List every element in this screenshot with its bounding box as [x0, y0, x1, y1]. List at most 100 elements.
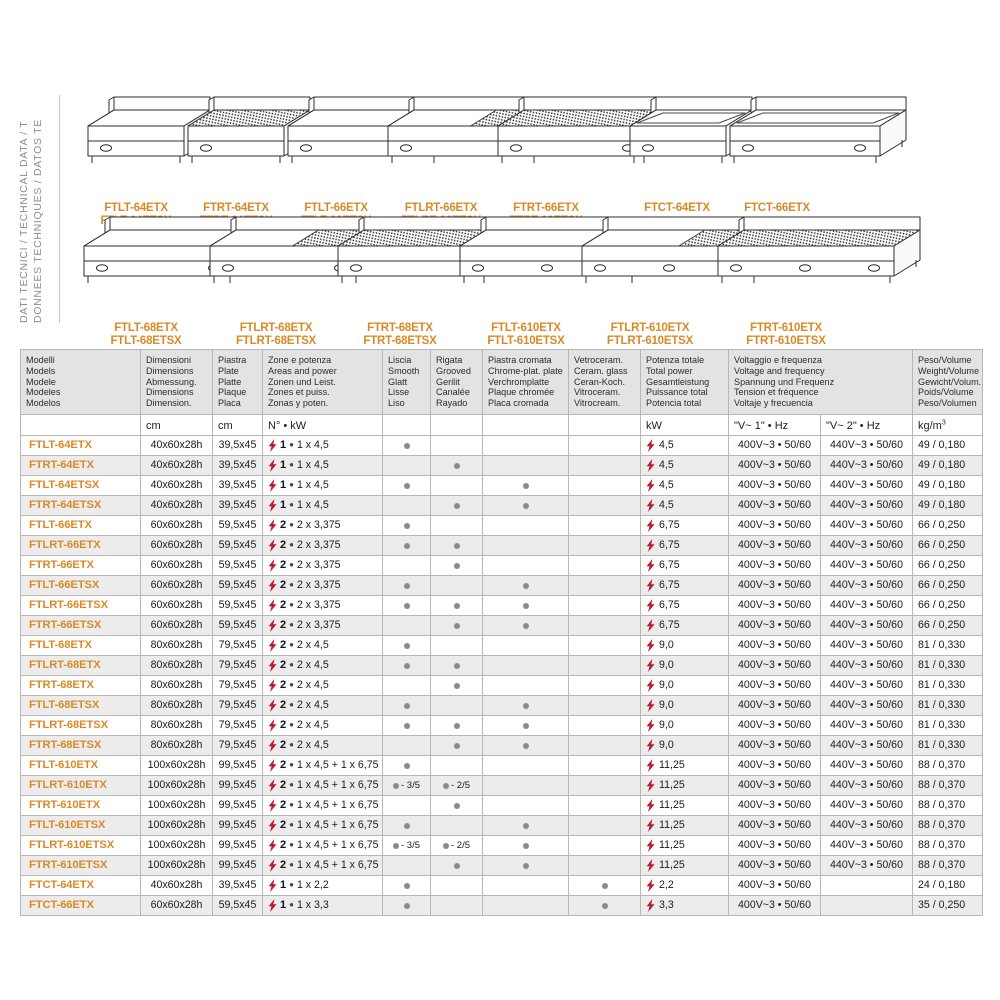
cell-model[interactable]: FTLT-66ETX [20, 514, 141, 536]
cell-model[interactable]: FTRT-66ETX [20, 554, 141, 576]
product-code[interactable]: FTLRT-68ETSX [235, 334, 317, 347]
caption-divider [59, 95, 60, 323]
column-header-smooth: Liscia Smooth Glatt Lisse Liso [382, 349, 431, 415]
table-row[interactable]: FTRT-68ETX 80x60x28h 79,5x45 2 ● 2 x 4,5 9,0… [20, 674, 983, 696]
table-row[interactable]: FTRT-68ETSX 80x60x28h 79,5x45 2 ● 2 x 4,5 9,… [20, 734, 983, 756]
product-code[interactable]: FTRT-610ETSX [746, 334, 826, 347]
cell-smooth-marker [382, 594, 431, 616]
cell-smooth-marker [382, 694, 431, 716]
table-row[interactable]: FTCT-66ETX 60x60x28h 59,5x45 1 ● 1 x 3,3 3,3… [20, 894, 983, 916]
cell-model[interactable]: FTRT-64ETX [20, 454, 141, 476]
cell-model[interactable]: FTLT-610ETX [20, 754, 141, 776]
header-language-line: Zones et puiss. [268, 387, 330, 398]
cell-model[interactable]: FTRT-66ETSX [20, 614, 141, 636]
product-code[interactable]: FTLT-610ETX [491, 322, 561, 334]
cell-chrome-marker [482, 534, 569, 556]
table-row[interactable]: FTRT-66ETX 60x60x28h 59,5x45 2 ● 2 x 3,375 6… [20, 554, 983, 576]
product-code[interactable]: FTLT-610ETSX [487, 334, 565, 347]
table-row[interactable]: FTLRT-66ETSX 60x60x28h 59,5x45 2 ● 2 x 3,375… [20, 594, 983, 616]
cell-model[interactable]: FTLT-64ETX [20, 434, 141, 456]
cell-model[interactable]: FTRT-68ETX [20, 674, 141, 696]
zone-count: 2 [280, 599, 287, 612]
table-row[interactable]: FTLRT-610ETX 100x60x28h 99,5x45 2 ● 1 x 4,5 … [20, 774, 983, 796]
product-code[interactable]: FTLT-66ETX [304, 202, 368, 214]
cell-ceramic-marker [568, 714, 641, 736]
cell-voltage-1: 400V~3 • 50/60 [728, 614, 821, 636]
bullet-separator-icon: ● [289, 579, 294, 589]
cell-model[interactable]: FTLRT-66ETX [20, 534, 141, 556]
cell-dimensions: 80x60x28h [140, 634, 213, 656]
header-language-line: Potencia total [646, 398, 702, 409]
table-row[interactable]: FTLT-610ETX 100x60x28h 99,5x45 2 ● 1 x 4,5 +… [20, 754, 983, 776]
cell-model[interactable]: FTLRT-610ETX [20, 774, 141, 796]
product-code[interactable]: FTLRT-610ETX [610, 322, 690, 334]
cell-model[interactable]: FTRT-64ETSX [20, 494, 141, 516]
zone-power-value: 2 x 4,5 [296, 679, 329, 692]
table-row[interactable]: FTLT-610ETSX 100x60x28h 99,5x45 2 ● 1 x 4,5 … [20, 814, 983, 836]
cell-model[interactable]: FTLRT-68ETSX [20, 714, 141, 736]
cell-ceramic-marker [568, 534, 641, 556]
table-row[interactable]: FTLRT-610ETSX 100x60x28h 99,5x45 2 ● 1 x 4,5… [20, 834, 983, 856]
zone-count: 1 [280, 439, 287, 452]
cell-model[interactable]: FTLT-610ETSX [20, 814, 141, 836]
total-power-value: 9,0 [659, 739, 674, 752]
zone-power-value: 1 x 4,5 + 1 x 6,75 [296, 759, 379, 772]
griddle-illustration-icon [380, 96, 565, 200]
cell-dimensions: 60x60x28h [140, 554, 213, 576]
cell-dimensions: 80x60x28h [140, 734, 213, 756]
cell-dimensions: 80x60x28h [140, 714, 213, 736]
cell-model[interactable]: FTCT-66ETX [20, 894, 141, 916]
cell-model[interactable]: FTCT-64ETX [20, 874, 141, 896]
product-code[interactable]: FTRT-68ETX [367, 322, 433, 334]
cell-model[interactable]: FTLT-64ETSX [20, 474, 141, 496]
table-row[interactable]: FTLT-64ETX 40x60x28h 39,5x45 1 ● 1 x 4,5 4,5… [20, 434, 983, 456]
header-language-line: Vitrocream. [574, 398, 621, 409]
cell-total-power: 9,0 [640, 674, 729, 696]
product-code[interactable]: FTLRT-68ETX [239, 322, 313, 334]
cell-plate-size: 59,5x45 [212, 514, 263, 536]
product-code[interactable]: FTRT-68ETSX [363, 334, 437, 347]
product-code[interactable]: FTLT-64ETX [104, 202, 168, 214]
table-row[interactable]: FTLT-66ETX 60x60x28h 59,5x45 2 ● 2 x 3,375 6… [20, 514, 983, 536]
table-row[interactable]: FTLT-68ETX 80x60x28h 79,5x45 2 ● 2 x 4,5 9,0… [20, 634, 983, 656]
table-row[interactable]: FTLRT-68ETSX 80x60x28h 79,5x45 2 ● 2 x 4,5 9… [20, 714, 983, 736]
product-code[interactable]: FTLRT-66ETX [404, 202, 478, 214]
cell-model[interactable]: FTLT-66ETSX [20, 574, 141, 596]
table-row[interactable]: FTLRT-66ETX 60x60x28h 59,5x45 2 ● 2 x 3,375 … [20, 534, 983, 556]
table-row[interactable]: FTRT-610ETX 100x60x28h 99,5x45 2 ● 1 x 4,5 +… [20, 794, 983, 816]
cell-model[interactable]: FTLRT-66ETSX [20, 594, 141, 616]
product-code[interactable]: FTLRT-610ETSX [606, 334, 694, 347]
cell-smooth-marker [382, 474, 431, 496]
table-row[interactable]: FTLT-66ETSX 60x60x28h 59,5x45 2 ● 2 x 3,375 … [20, 574, 983, 596]
product-code[interactable]: FTRT-610ETX [750, 322, 822, 334]
product-code[interactable]: FTCT-64ETX [644, 202, 710, 214]
product-code[interactable]: FTCT-66ETX [744, 202, 810, 214]
table-row[interactable]: FTRT-64ETSX 40x60x28h 39,5x45 1 ● 1 x 4,5 4,… [20, 494, 983, 516]
table-row[interactable]: FTCT-64ETX 40x60x28h 39,5x45 1 ● 1 x 2,2 2,2… [20, 874, 983, 896]
table-row[interactable]: FTRT-610ETSX 100x60x28h 99,5x45 2 ● 1 x 4,5 … [20, 854, 983, 876]
total-power-value: 9,0 [659, 639, 674, 652]
cell-model[interactable]: FTLRT-610ETSX [20, 834, 141, 856]
cell-voltage-2: 440V~3 • 50/60 [820, 814, 913, 836]
table-row[interactable]: FTLRT-68ETX 80x60x28h 79,5x45 2 ● 2 x 4,5 9,… [20, 654, 983, 676]
cell-voltage-1: 400V~3 • 50/60 [728, 754, 821, 776]
cell-model[interactable]: FTLT-68ETX [20, 634, 141, 656]
table-row[interactable]: FTRT-66ETSX 60x60x28h 59,5x45 2 ● 2 x 3,375 … [20, 614, 983, 636]
bullet-separator-icon: ● [289, 439, 294, 449]
cell-chrome-marker [482, 774, 569, 796]
cell-model[interactable]: FTRT-68ETSX [20, 734, 141, 756]
cell-model[interactable]: FTRT-610ETSX [20, 854, 141, 876]
table-row[interactable]: FTRT-64ETX 40x60x28h 39,5x45 1 ● 1 x 4,5 4,5… [20, 454, 983, 476]
table-row[interactable]: FTLT-68ETSX 80x60x28h 79,5x45 2 ● 2 x 4,5 9,… [20, 694, 983, 716]
product-code[interactable]: FTLT-68ETSX [110, 334, 182, 347]
table-row[interactable]: FTLT-64ETSX 40x60x28h 39,5x45 1 ● 1 x 4,5 4,… [20, 474, 983, 496]
cell-model[interactable]: FTLT-68ETSX [20, 694, 141, 716]
cell-model[interactable]: FTRT-610ETX [20, 794, 141, 816]
product-code[interactable]: FTRT-64ETX [203, 202, 269, 214]
product-code[interactable]: FTLT-68ETX [114, 322, 178, 334]
product-code[interactable]: FTRT-66ETX [513, 202, 579, 214]
cell-dimensions: 60x60x28h [140, 514, 213, 536]
cell-voltage-2: 440V~3 • 50/60 [820, 634, 913, 656]
cell-model[interactable]: FTLRT-68ETX [20, 654, 141, 676]
